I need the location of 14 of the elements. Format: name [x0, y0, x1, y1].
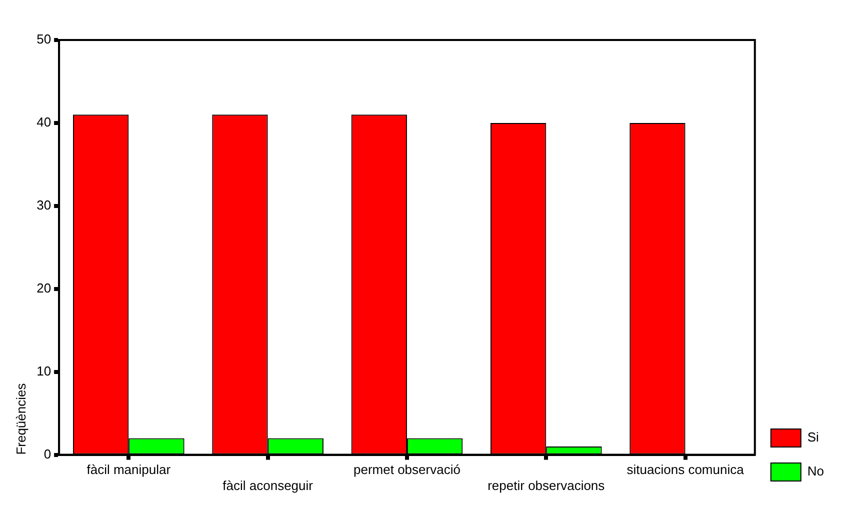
y-tick-label: 50	[36, 32, 52, 47]
x-tick-label: fàcil aconseguir	[222, 478, 314, 493]
legend-label: No	[807, 464, 824, 479]
legend-label: Si	[807, 430, 820, 445]
y-tick-label: 0	[44, 446, 52, 462]
y-tick-label: 40	[36, 114, 52, 130]
y-tick-label: 30	[36, 198, 52, 212]
x-tick-label: permet observació	[353, 462, 460, 478]
y-tick-label: 20	[36, 280, 52, 296]
x-tick-label: situacions comunica	[626, 462, 745, 478]
y-tick-label: 10	[36, 363, 52, 378]
x-tick-label: repetir observacions	[488, 478, 606, 493]
x-tick-label: fàcil manipular	[86, 462, 172, 478]
y-axis-title: Freqüències	[13, 382, 28, 455]
